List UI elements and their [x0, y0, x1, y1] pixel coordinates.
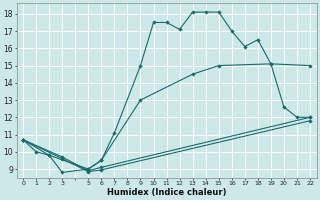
X-axis label: Humidex (Indice chaleur): Humidex (Indice chaleur) — [107, 188, 226, 197]
